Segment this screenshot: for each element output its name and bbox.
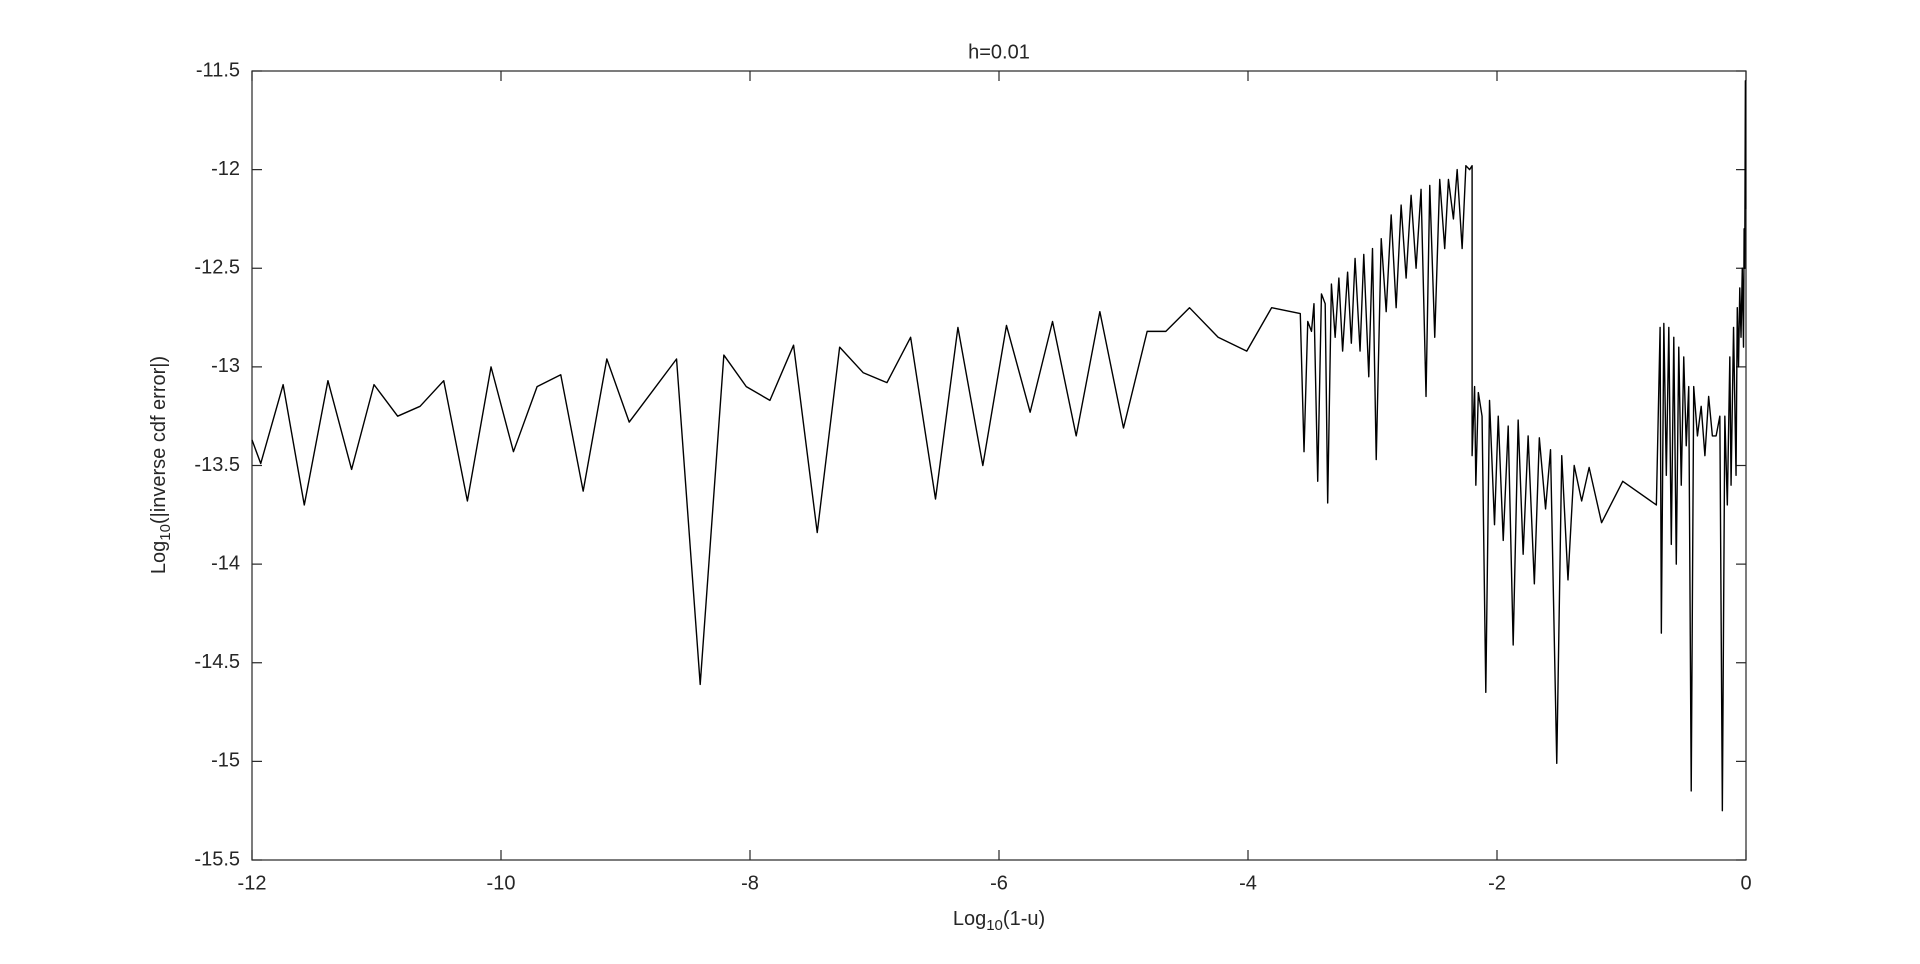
y-tick-label: -13.5 xyxy=(194,454,240,476)
x-tick-label: -10 xyxy=(487,872,516,894)
x-tick-label: -2 xyxy=(1488,872,1506,894)
y-label-part: Log xyxy=(148,541,170,574)
x-label-part: (1-u) xyxy=(1003,908,1045,930)
y-tick-label: -14.5 xyxy=(194,651,240,673)
y-tick-label: -11.5 xyxy=(196,59,240,81)
x-tick-label: -6 xyxy=(990,872,1008,894)
y-axis-label: Log10(|inverse cdf error|) xyxy=(148,356,174,574)
y-label-sub: 10 xyxy=(157,524,174,541)
x-label-part: Log xyxy=(953,908,986,930)
y-tick-label: -13 xyxy=(211,355,240,377)
y-tick-label: -15.5 xyxy=(194,848,240,870)
x-axis-label: Log10(1-u) xyxy=(953,908,1045,934)
y-tick-label: -12 xyxy=(211,158,240,180)
data-line xyxy=(251,80,1747,812)
chart-title: h=0.01 xyxy=(968,41,1030,63)
x-tick-label: -12 xyxy=(238,872,267,894)
y-label-part: (|inverse cdf error|) xyxy=(148,356,170,524)
x-tick-label: -8 xyxy=(741,872,759,894)
y-tick-label: -14 xyxy=(211,552,240,574)
x-label-sub: 10 xyxy=(986,917,1003,934)
y-tick-label: -12.5 xyxy=(194,257,240,279)
x-tick-label: -4 xyxy=(1239,872,1257,894)
y-tick-label: -15 xyxy=(211,750,240,772)
plot-frame xyxy=(251,70,1747,861)
x-tick-label: 0 xyxy=(1740,872,1751,894)
